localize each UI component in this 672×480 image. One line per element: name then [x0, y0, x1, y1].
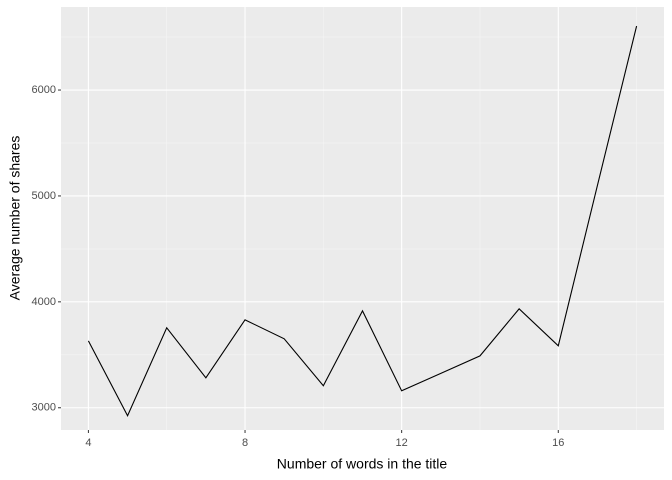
x-tick-label: 8 [242, 437, 248, 449]
x-axis-title: Number of words in the title [277, 456, 448, 472]
marks [87, 25, 638, 417]
line-series [87, 25, 638, 417]
y-tick-label: 3000 [32, 402, 56, 414]
panel [61, 7, 664, 430]
y-tick-label: 4000 [32, 296, 56, 308]
x-tick-label: 4 [85, 437, 91, 449]
y-axis-title: Average number of shares [7, 136, 23, 301]
grid [61, 7, 664, 430]
y-tick-label: 6000 [32, 84, 56, 96]
x-tick-label: 12 [396, 437, 408, 449]
y-tick-label: 5000 [32, 190, 56, 202]
x-tick-label: 16 [552, 437, 564, 449]
